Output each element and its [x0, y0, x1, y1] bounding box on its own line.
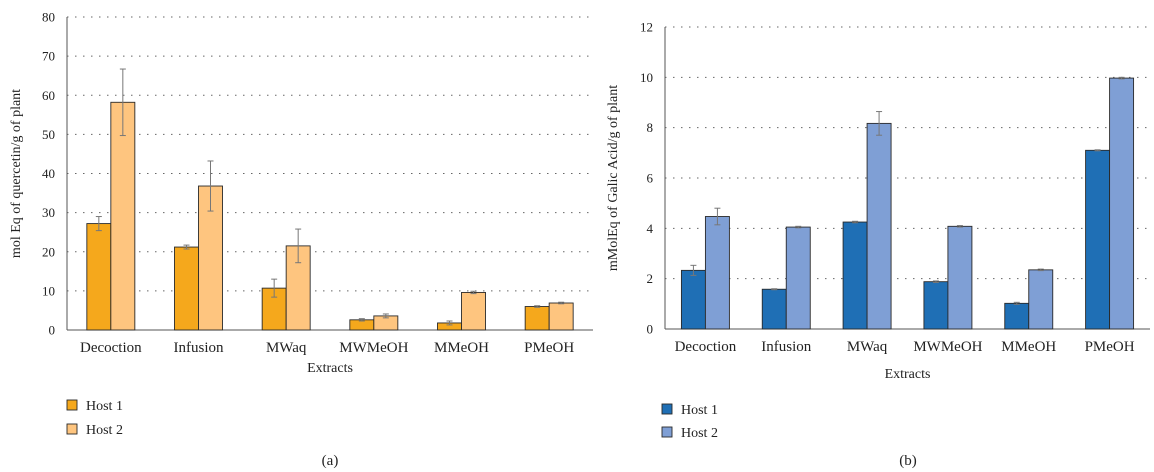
- bar-host1: [842, 221, 868, 330]
- bar-host1: [86, 223, 112, 331]
- panel-label: (b): [899, 453, 917, 469]
- bar-host2: [947, 225, 973, 330]
- bar-host2: [461, 291, 486, 331]
- panel-a-chart: 0 10 20 30 40 50 60 70 80 Decoction Infusion MWaq MW…: [9, 10, 593, 469]
- bar-host2: [785, 226, 811, 330]
- legend-label-host2: Host 2: [86, 423, 123, 438]
- y-tick-label: 10: [640, 70, 653, 85]
- y-tick-label: 0: [647, 322, 654, 337]
- y-axis-title: mMolEq of Galic Acid/g of plant: [606, 85, 621, 271]
- legend-label-host2: Host 2: [681, 426, 718, 441]
- y-tick-label: 10: [42, 283, 55, 298]
- bar-host1: [680, 269, 706, 330]
- y-tick-label: 0: [49, 323, 56, 338]
- bar-host1: [174, 246, 199, 331]
- x-tick-label: Decoction: [675, 339, 737, 355]
- panel-label: (a): [322, 453, 339, 469]
- x-tick-label: MWMeOH: [913, 339, 982, 355]
- legend-label-host1: Host 1: [86, 399, 123, 414]
- x-tick-label: Infusion: [761, 339, 811, 355]
- bar-host2: [110, 101, 136, 331]
- y-tick-label: 70: [42, 49, 55, 64]
- y-tick-label: 12: [640, 20, 653, 35]
- bar-host1: [1004, 302, 1030, 330]
- bar-host1: [524, 306, 550, 331]
- bar-host2: [1109, 77, 1135, 330]
- x-tick-label: MWMeOH: [339, 340, 408, 356]
- legend-swatch-host1: [66, 399, 78, 411]
- x-tick-label: Decoction: [80, 340, 142, 356]
- bar-host1: [761, 288, 787, 330]
- bar-host1: [1085, 149, 1111, 330]
- x-axis-title: Extracts: [307, 361, 353, 376]
- y-axis-title: mol Eq of quercetin/g of plant: [9, 89, 24, 258]
- x-tick-label: Infusion: [174, 340, 224, 356]
- x-tick-label: MWaq: [266, 340, 307, 356]
- y-tick-label: 6: [647, 171, 654, 186]
- y-tick-label: 30: [42, 205, 55, 220]
- panel-b-chart: 0 2 4 6 8 10 12 Decoction Infusion MWaq MWMeOH MMeO…: [606, 20, 1150, 469]
- x-tick-label: PMeOH: [524, 340, 574, 356]
- y-tick-label: 50: [42, 127, 55, 142]
- y-tick-label: 20: [42, 244, 55, 259]
- bar-host2: [704, 216, 730, 330]
- y-tick-label: 4: [647, 221, 654, 236]
- bar-host2: [866, 122, 892, 330]
- legend-label-host1: Host 1: [681, 403, 718, 418]
- y-tick-label: 2: [647, 271, 654, 286]
- legend-swatch-host1: [661, 403, 673, 415]
- y-tick-label: 60: [42, 88, 55, 103]
- x-tick-label: MMeOH: [1001, 339, 1056, 355]
- bar-host2: [1028, 269, 1054, 330]
- x-tick-label: PMeOH: [1085, 339, 1135, 355]
- bar-host1: [923, 281, 949, 330]
- bar-host2: [548, 302, 574, 331]
- y-tick-label: 80: [42, 10, 55, 25]
- y-tick-label: 40: [42, 166, 55, 181]
- legend-swatch-host2: [661, 426, 673, 438]
- x-tick-label: MWaq: [847, 339, 888, 355]
- legend-swatch-host2: [66, 423, 78, 435]
- x-tick-label: MMeOH: [434, 340, 489, 356]
- y-tick-label: 8: [647, 120, 654, 135]
- x-axis-title: Extracts: [885, 367, 931, 382]
